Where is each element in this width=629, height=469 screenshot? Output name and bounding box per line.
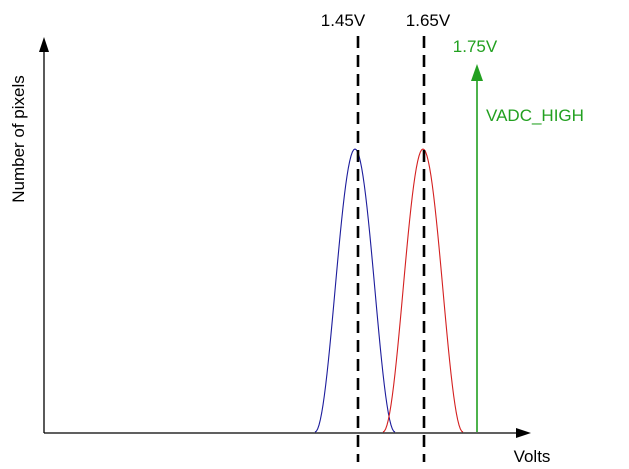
- threshold-arrowhead: [471, 64, 483, 81]
- threshold-name-label: VADC_HIGH: [486, 106, 584, 125]
- distribution-curve-1.45v: [314, 148, 396, 433]
- x-axis-label: Volts: [514, 447, 551, 466]
- marker-label-1.65v: 1.65V: [406, 11, 451, 30]
- marker-label-1.45v: 1.45V: [321, 11, 366, 30]
- threshold-value-label: 1.75V: [453, 37, 498, 56]
- y-axis-arrowhead: [39, 37, 49, 52]
- y-axis-label: Number of pixels: [9, 75, 28, 203]
- x-axis-arrowhead: [516, 428, 531, 438]
- distribution-curve-1.65v: [382, 148, 464, 433]
